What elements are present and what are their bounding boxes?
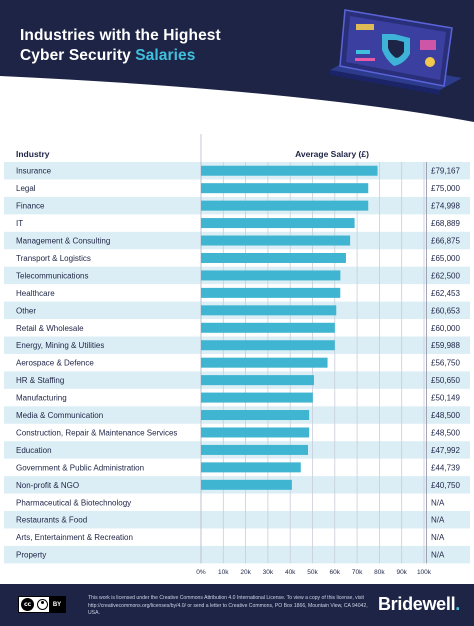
value-label: £68,889: [431, 219, 460, 228]
bar: [201, 462, 301, 473]
value-label: N/A: [431, 498, 445, 507]
value-label: £75,000: [431, 184, 460, 193]
cc-license-badge[interactable]: cc BY: [18, 596, 66, 613]
category-label: Pharmaceutical & Biotechnology: [16, 498, 131, 507]
bar: [201, 305, 337, 316]
bar: [201, 287, 341, 298]
category-label: Energy, Mining & Utilities: [16, 341, 104, 350]
category-label: Restaurants & Food: [16, 516, 87, 525]
salary-bar-chart: Industry Average Salary (£) Insurance £79,1…: [4, 134, 470, 576]
value-label: £50,149: [431, 394, 460, 403]
value-label: £44,739: [431, 463, 460, 472]
category-label: Property: [16, 551, 46, 560]
value-label: N/A: [431, 516, 445, 525]
value-label: £59,988: [431, 341, 460, 350]
laptop-shield-illustration: [330, 9, 462, 95]
value-label: £50,650: [431, 376, 460, 385]
title-line-2: Cyber Security Salaries: [20, 46, 221, 66]
category-label: Media & Communication: [16, 411, 103, 420]
bar: [201, 322, 335, 333]
category-label: Legal: [16, 184, 36, 193]
value-label: £60,000: [431, 324, 460, 333]
bar: [201, 270, 341, 281]
header-banner: Industries with the Highest Cyber Securi…: [0, 0, 474, 134]
bar: [201, 183, 369, 194]
x-tick-label: 80k: [374, 569, 385, 576]
title-highlight: Salaries: [135, 47, 196, 64]
bar: [201, 410, 310, 421]
row-stripe: [4, 545, 470, 564]
x-tick-label: 20k: [240, 569, 251, 576]
category-label: Transport & Logistics: [16, 254, 91, 263]
value-label: £74,998: [431, 202, 460, 211]
row-stripe: [4, 511, 470, 529]
category-label: Non-profit & NGO: [16, 481, 79, 490]
salary-column-header: Average Salary (£): [295, 149, 369, 159]
category-label: Education: [16, 446, 52, 455]
x-tick-label: 70k: [352, 569, 363, 576]
x-tick-label: 10k: [218, 569, 229, 576]
category-label: Other: [16, 306, 36, 315]
category-label: Arts, Entertainment & Recreation: [16, 533, 133, 542]
bar: [201, 165, 378, 176]
x-tick-label: 40k: [285, 569, 296, 576]
value-label: £65,000: [431, 254, 460, 263]
title-line-1: Industries with the Highest: [20, 27, 221, 44]
bar: [201, 375, 314, 386]
category-label: Insurance: [16, 167, 52, 176]
brand-name: Bridewell: [377, 594, 456, 614]
value-label: £66,875: [431, 237, 460, 246]
category-label: IT: [16, 219, 23, 228]
category-label: Healthcare: [16, 289, 55, 298]
x-tick-label: 30k: [263, 569, 274, 576]
cc-icon: cc: [21, 598, 34, 611]
value-label: £48,500: [431, 428, 460, 437]
title-line-2-plain: Cyber Security: [20, 47, 136, 64]
x-tick-label: 90k: [396, 569, 407, 576]
page-title: Industries with the Highest Cyber Securi…: [20, 26, 221, 66]
bar: [201, 392, 313, 403]
category-label: Management & Consulting: [16, 237, 110, 246]
category-label: Construction, Repair & Maintenance Servi…: [16, 428, 177, 437]
bar: [201, 340, 335, 351]
category-label: Government & Public Administration: [16, 463, 144, 472]
category-label: Finance: [16, 202, 45, 211]
value-label: £56,750: [431, 359, 460, 368]
header-background: [0, 0, 474, 122]
license-text: This work is licensed under the Creative…: [88, 595, 368, 616]
x-tick-label: 100k: [417, 569, 432, 576]
value-label: £62,453: [431, 289, 460, 298]
value-label: N/A: [431, 551, 445, 560]
x-tick-label: 0%: [196, 569, 206, 576]
x-tick-label: 50k: [307, 569, 318, 576]
category-label: Aerospace & Defence: [16, 359, 94, 368]
bar: [201, 235, 351, 246]
bar: [201, 427, 310, 438]
bar: [201, 252, 346, 263]
bar: [201, 200, 369, 211]
value-label: £62,500: [431, 271, 460, 280]
value-label: £40,750: [431, 481, 460, 490]
attribution-person-icon: [37, 599, 48, 610]
brand-logo: Bridewell.: [378, 594, 460, 615]
bar: [201, 218, 355, 229]
bar: [201, 357, 328, 368]
footer: cc BY This work is licensed under the Cr…: [0, 584, 474, 626]
industry-column-header: Industry: [16, 149, 50, 159]
x-tick-label: 60k: [330, 569, 341, 576]
value-label: £48,500: [431, 411, 460, 420]
cc-by-label: BY: [49, 597, 65, 612]
value-label: N/A: [431, 533, 445, 542]
category-label: Telecommunications: [16, 271, 88, 280]
category-label: HR & Staffing: [16, 376, 64, 385]
category-label: Manufacturing: [16, 394, 67, 403]
bar: [201, 479, 292, 490]
value-label: £79,167: [431, 167, 460, 176]
bar: [201, 444, 309, 455]
brand-dot-icon: .: [455, 594, 460, 614]
category-label: Retail & Wholesale: [16, 324, 84, 333]
value-label: £47,992: [431, 446, 460, 455]
value-label: £60,653: [431, 306, 460, 315]
